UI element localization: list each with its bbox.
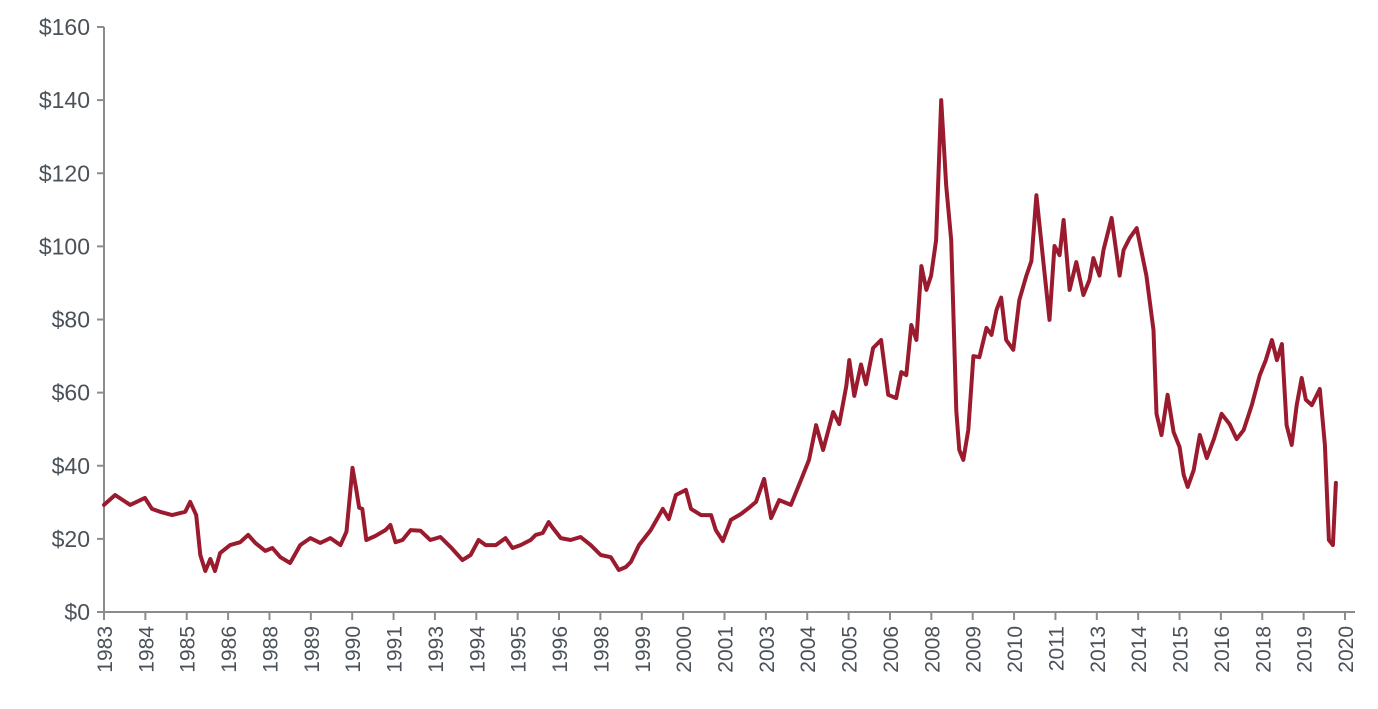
- x-tick-label: 2010: [1004, 626, 1027, 673]
- y-tick-label: $160: [39, 14, 90, 40]
- x-tick-label: 1985: [177, 626, 200, 673]
- x-tick-label: 1996: [549, 626, 572, 673]
- x-tick-label: 1999: [632, 626, 655, 673]
- x-tick-label: 2006: [880, 626, 903, 673]
- x-tick-label: 2003: [756, 626, 779, 673]
- y-tick-label: $0: [64, 599, 90, 625]
- x-tick-label: 1994: [466, 626, 489, 673]
- y-tick-label: $80: [52, 307, 90, 333]
- x-tick-label: 2000: [673, 626, 696, 673]
- x-tick-label: 2016: [1211, 626, 1234, 673]
- x-tick-label: 2004: [797, 626, 820, 673]
- x-tick-label: 1989: [301, 626, 324, 673]
- x-tick-label: 2018: [1252, 626, 1275, 673]
- x-tick-label: 2015: [1170, 626, 1193, 673]
- x-tick-label: 2020: [1335, 626, 1358, 673]
- x-tick-label: 1988: [259, 626, 282, 673]
- y-tick-label: $60: [52, 380, 90, 406]
- y-axis: $0 $20 $40 $60 $80 $100 $120 $140 $160: [39, 14, 105, 625]
- series-line: [102, 98, 1338, 573]
- x-tick-label: 2008: [921, 626, 944, 673]
- y-tick-label: $100: [39, 233, 90, 259]
- x-tick-label: 2019: [1294, 626, 1317, 673]
- x-tick-label: 2001: [715, 626, 738, 673]
- y-tick-label: $20: [52, 526, 90, 552]
- x-tick-label: 2014: [1128, 626, 1151, 673]
- x-axis: 1983 1984 1985 1986 1988 1989 1990 1991 1993 1994…: [94, 611, 1358, 673]
- y-tick-label: $140: [39, 87, 90, 113]
- x-tick-label: 1990: [342, 626, 365, 673]
- x-tick-label: 2009: [963, 626, 986, 673]
- x-tick-label: 2005: [839, 626, 862, 673]
- y-tick-label: $40: [52, 453, 90, 479]
- x-tick-label: 2011: [1045, 626, 1068, 671]
- x-tick-label: 1983: [94, 626, 117, 673]
- x-tick-label: 1991: [384, 626, 407, 673]
- x-tick-label: 1984: [135, 626, 158, 673]
- x-tick-label: 1998: [590, 626, 613, 673]
- y-tick-label: $120: [39, 160, 90, 186]
- x-tick-label: 1986: [218, 626, 241, 673]
- x-tick-label: 2013: [1087, 626, 1110, 673]
- x-tick-label: 1993: [425, 626, 448, 673]
- x-tick-label: 1995: [508, 626, 531, 673]
